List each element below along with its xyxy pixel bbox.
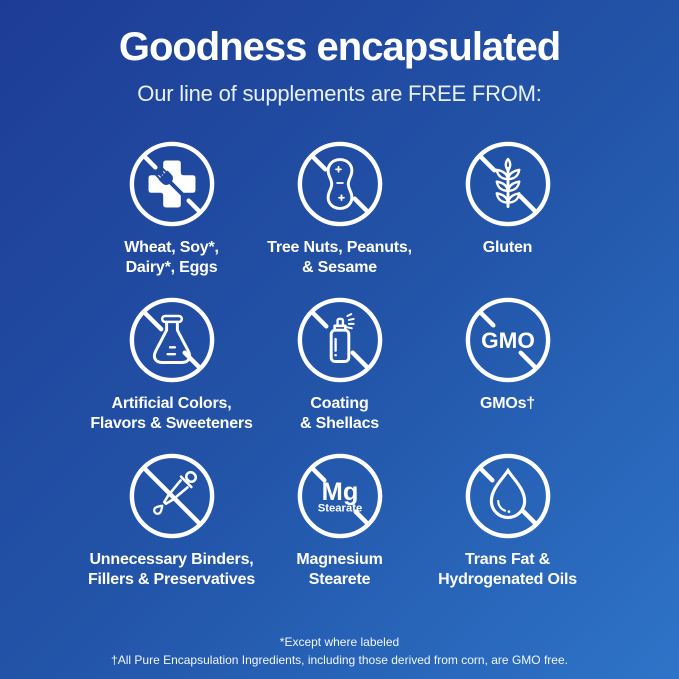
free-from-item-trans-fat: Trans Fat & Hydrogenated Oils	[424, 451, 592, 590]
no-allergens-icon	[127, 139, 217, 229]
mg-icon-text: Mg	[321, 478, 358, 506]
free-from-item-allergens: Wheat, Soy*, Dairy*, Eggs	[88, 139, 256, 278]
mg-stearate-icon-text: Stearate	[317, 503, 361, 515]
free-from-label: Unnecessary Binders, Fillers & Preservat…	[87, 551, 256, 588]
no-gluten-icon	[463, 139, 553, 229]
no-gmo-icon: GMO	[463, 295, 553, 385]
free-from-label: Trans Fat & Hydrogenated Oils	[438, 551, 577, 588]
free-from-item-binders: Unnecessary Binders, Fillers & Preservat…	[88, 451, 256, 590]
free-from-item-mg-stearate: Mg Stearate Magnesium Stearete	[256, 451, 424, 590]
footnotes: *Except where labeled †All Pure Encapsul…	[0, 633, 679, 670]
free-from-grid: Wheat, Soy*, Dairy*, Eggs Tree Nuts, Pea…	[0, 139, 679, 590]
footnote-except-labeled: *Except where labeled	[279, 634, 400, 649]
free-from-item-artificial: Artificial Colors, Flavors & Sweeteners	[88, 295, 256, 434]
free-from-item-gmo: GMO GMOs†	[424, 295, 592, 434]
footnote-gmo-free: †All Pure Encapsulation Ingredients, inc…	[111, 653, 568, 668]
free-from-label: Artificial Colors, Flavors & Sweeteners	[90, 395, 253, 432]
free-from-label: Tree Nuts, Peanuts, & Sesame	[267, 239, 412, 276]
no-coating-icon	[295, 295, 385, 385]
free-from-label: Magnesium Stearete	[296, 551, 383, 588]
no-binders-icon	[127, 451, 217, 541]
free-from-item-nuts: Tree Nuts, Peanuts, & Sesame	[256, 139, 424, 278]
free-from-item-coating: Coating & Shellacs	[256, 295, 424, 434]
no-trans-fat-icon	[463, 451, 553, 541]
no-artificial-icon	[127, 295, 217, 385]
page-subtitle: Our line of supplements are FREE FROM:	[137, 81, 542, 106]
free-from-label: Coating & Shellacs	[300, 395, 379, 432]
free-from-label: Gluten	[482, 239, 533, 256]
page-title: Goodness encapsulated	[118, 25, 561, 69]
header: Goodness encapsulated Our line of supple…	[0, 0, 679, 107]
free-from-item-gluten: Gluten	[424, 139, 592, 278]
no-mg-stearate-icon: Mg Stearate	[295, 451, 385, 541]
no-nuts-icon	[295, 139, 385, 229]
gmo-icon-text: GMO	[481, 328, 535, 353]
free-from-label: Wheat, Soy*, Dairy*, Eggs	[124, 239, 219, 276]
free-from-label: GMOs†	[479, 395, 536, 412]
